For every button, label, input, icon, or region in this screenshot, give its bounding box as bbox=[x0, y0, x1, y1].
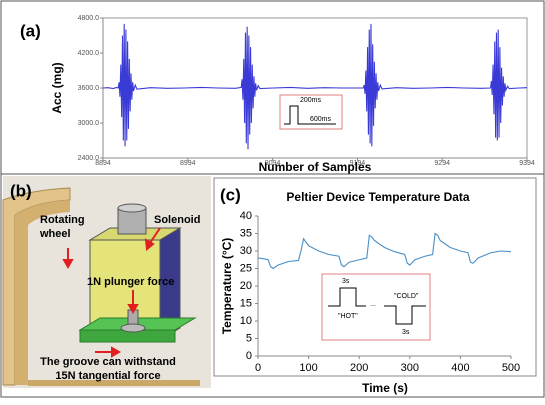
y-axis-label: Acc (mg) bbox=[50, 62, 64, 113]
x-tick-label: 100 bbox=[299, 362, 317, 374]
panel-label: (a) bbox=[20, 21, 41, 40]
y-tick-label: 30 bbox=[240, 245, 252, 257]
y-tick-label: 5 bbox=[246, 332, 252, 344]
y-tick-label: 10 bbox=[240, 315, 252, 327]
inset-label: "COLD" bbox=[394, 293, 419, 300]
inset-label: ... bbox=[370, 301, 376, 308]
cylinder-top bbox=[118, 204, 146, 212]
label: Rotating bbox=[40, 214, 85, 226]
panel-b: (b) Rotating wheel Solenoid 1N plunger f… bbox=[3, 176, 211, 388]
inset-label: 600ms bbox=[310, 116, 332, 123]
inset-label: 3s bbox=[342, 278, 350, 285]
panel-label: (b) bbox=[10, 181, 32, 200]
label: The groove can withstand bbox=[40, 356, 176, 368]
y-tick-label: 20 bbox=[240, 280, 252, 292]
label: 1N plunger force bbox=[87, 276, 174, 288]
chart-title: Peltier Device Temperature Data bbox=[286, 190, 470, 204]
x-tick-label: 400 bbox=[451, 362, 469, 374]
inset-label: 3s bbox=[402, 329, 410, 336]
y-tick-label: 0 bbox=[246, 350, 252, 362]
label: wheel bbox=[39, 228, 71, 240]
panel-label: (c) bbox=[220, 185, 241, 204]
label: Solenoid bbox=[154, 214, 200, 226]
y-tick-label: 3600.0 bbox=[78, 85, 100, 92]
inset-label: 200ms bbox=[300, 97, 322, 104]
x-tick-label: 300 bbox=[401, 362, 419, 374]
x-axis-label: Number of Samples bbox=[259, 160, 372, 174]
y-tick-label: 4200.0 bbox=[78, 50, 100, 57]
plunger-base bbox=[121, 324, 145, 332]
inset-box bbox=[322, 274, 430, 340]
x-tick-label: 500 bbox=[502, 362, 520, 374]
y-tick-label: 4800.0 bbox=[78, 15, 100, 22]
label: 15N tangential force bbox=[55, 370, 160, 382]
x-axis-label: Time (s) bbox=[362, 381, 408, 395]
figure: (b) Rotating wheel Solenoid 1N plunger f… bbox=[0, 0, 545, 400]
y-tick-label: 35 bbox=[240, 227, 252, 239]
y-tick-label: 15 bbox=[240, 297, 252, 309]
y-tick-label: 40 bbox=[240, 210, 252, 222]
y-axis-label: Temperature (°C) bbox=[220, 238, 234, 335]
y-tick-label: 25 bbox=[240, 262, 252, 274]
y-tick-label: 3000.0 bbox=[78, 120, 100, 127]
x-tick-label: 0 bbox=[255, 362, 261, 374]
x-tick-label: 200 bbox=[350, 362, 368, 374]
inset-label: "HOT" bbox=[338, 313, 358, 320]
